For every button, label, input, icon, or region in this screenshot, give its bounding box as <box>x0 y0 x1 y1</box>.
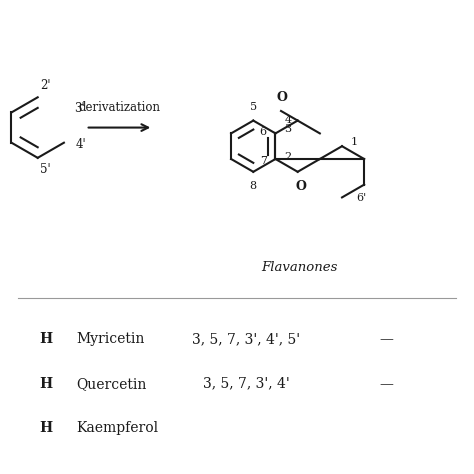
Text: O: O <box>295 180 306 193</box>
Text: Quercetin: Quercetin <box>76 377 147 391</box>
Text: 3': 3' <box>74 102 85 115</box>
Text: 4: 4 <box>284 115 292 125</box>
Text: 5: 5 <box>250 102 257 112</box>
Text: 3: 3 <box>284 124 292 134</box>
Text: 7: 7 <box>260 156 267 166</box>
Text: 6': 6' <box>357 193 367 203</box>
Text: 8: 8 <box>250 181 257 191</box>
Text: 5': 5' <box>40 163 51 176</box>
Text: —: — <box>379 377 393 391</box>
Text: derivatization: derivatization <box>78 100 160 114</box>
Text: Flavanones: Flavanones <box>262 261 338 274</box>
Text: 2': 2' <box>40 79 51 92</box>
Text: 6: 6 <box>259 127 267 137</box>
Text: 1: 1 <box>351 137 358 147</box>
Text: Kaempferol: Kaempferol <box>76 421 158 435</box>
Text: H: H <box>39 332 53 346</box>
Text: O: O <box>276 91 287 103</box>
Text: Myricetin: Myricetin <box>76 332 145 346</box>
Text: —: — <box>379 332 393 346</box>
Text: 2: 2 <box>284 152 292 162</box>
Text: H: H <box>39 377 53 391</box>
Text: H: H <box>39 421 53 435</box>
Text: 3, 5, 7, 3', 4', 5': 3, 5, 7, 3', 4', 5' <box>192 332 301 346</box>
Text: 3, 5, 7, 3', 4': 3, 5, 7, 3', 4' <box>203 377 290 391</box>
Text: 4': 4' <box>75 138 86 151</box>
